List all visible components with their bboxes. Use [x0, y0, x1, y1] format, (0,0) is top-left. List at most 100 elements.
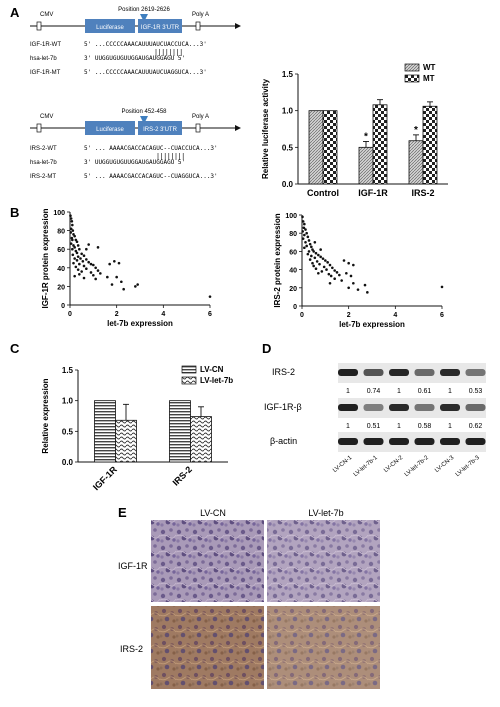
data-point — [134, 285, 137, 288]
data-point — [89, 262, 93, 266]
data-point — [80, 270, 83, 273]
data-point — [69, 227, 73, 231]
data-point — [75, 259, 79, 262]
blot-lane-label: LV-let-7b-1 — [353, 455, 380, 479]
y-tick-label: 100 — [285, 213, 297, 220]
data-point — [322, 265, 326, 269]
data-point — [72, 233, 75, 236]
data-point — [87, 260, 90, 264]
blot-value: 1 — [397, 423, 401, 430]
blot-band — [440, 438, 460, 445]
panel-e-label: E — [118, 505, 127, 520]
data-point — [317, 253, 320, 257]
luciferase-bar-chart: 0.0 0.5 1.0 1.5 Relative luciferase activity… — [261, 63, 448, 198]
data-point — [110, 283, 114, 286]
y-tick-label: 20 — [289, 286, 297, 293]
blot-lane-label: LV-CN-3 — [434, 455, 456, 475]
data-point — [312, 250, 315, 253]
irs-polya-marker — [195, 123, 201, 133]
y-tick-label: 80 — [289, 231, 297, 238]
data-point — [315, 260, 319, 263]
y-tick-label: 0.0 — [62, 458, 74, 467]
data-point — [113, 259, 116, 263]
data-point — [347, 286, 350, 290]
blot-values-irs2: 1 0.74 1 0.61 1 0.53 — [346, 388, 482, 395]
data-point — [356, 288, 360, 291]
data-point — [208, 295, 212, 298]
y-tick-label: 0.0 — [282, 180, 294, 189]
blot-row-label-igf1r: IGF-1R-β — [264, 402, 302, 412]
blot-membrane-irs2 — [338, 363, 486, 383]
irs-position-label: Position 452-458 — [121, 109, 167, 115]
blot-bands-actin — [338, 438, 486, 445]
blot-lane-label: LV-CN-1 — [332, 455, 354, 475]
blot-membrane-actin — [338, 432, 486, 452]
igf-arrow-icon — [235, 23, 241, 29]
blot-value: 0.51 — [367, 423, 381, 430]
data-point — [329, 274, 333, 278]
y-tick-label: 0 — [293, 304, 297, 311]
y-tick-label: 60 — [57, 247, 65, 254]
y-tick-label: 1.5 — [282, 70, 294, 79]
x-tick-label: IGF-1R — [358, 188, 388, 198]
significance-marker: * — [364, 131, 368, 142]
blot-value: 0.58 — [418, 423, 432, 430]
data-point — [69, 217, 73, 220]
igf-wt-seq: 5' ...CCCCCAAACAUUUAUCUACCUCA...3' — [84, 41, 207, 48]
irs-cmv-marker — [36, 123, 42, 133]
blot-band — [363, 438, 384, 445]
blot-band — [465, 438, 486, 445]
x-tick-label: IGF-1R — [91, 464, 119, 492]
data-point — [78, 247, 81, 251]
blot-bands-igf1r — [338, 404, 486, 411]
bar — [308, 110, 324, 185]
y-tick-label: 1.5 — [62, 366, 74, 375]
irs-utr-box — [138, 121, 182, 135]
y-axis-label: Relative expression — [41, 378, 50, 453]
y-tick-label: 40 — [57, 266, 65, 273]
data-point — [327, 272, 331, 276]
irs-wt-name: IRS-2-WT — [30, 146, 57, 152]
data-point — [76, 244, 80, 247]
data-point — [69, 231, 72, 234]
x-tick-label: 2 — [115, 311, 119, 318]
data-point — [335, 271, 339, 274]
data-point — [76, 255, 80, 258]
irs-utr-label: IRS-2 3'UTR — [143, 127, 177, 133]
relative-expression-bar-chart: 0.0 0.5 1.0 1.5 Relative expression IGF-1R IRS… — [41, 365, 233, 492]
irs-mt-seq: 5' ... AAAACGACCACAGUC--CUAGGUCA...3' — [84, 173, 218, 180]
data-point — [306, 235, 310, 239]
data-point — [313, 256, 317, 260]
data-point — [87, 243, 90, 246]
x-tick-label: 0 — [68, 311, 72, 318]
data-point — [319, 255, 322, 259]
bar — [94, 400, 116, 463]
data-point — [308, 242, 312, 246]
irs-construct: Position 452-458 CMV Luciferase IRS-2 3'… — [30, 109, 241, 135]
blot-band — [389, 369, 409, 376]
data-point — [328, 281, 332, 285]
data-point — [301, 237, 305, 240]
data-point — [96, 246, 100, 249]
data-point — [74, 249, 78, 253]
data-point — [310, 245, 313, 249]
data-point — [117, 261, 121, 265]
igf-base-pair-lines — [155, 49, 182, 56]
data-point — [71, 247, 74, 251]
blot-band — [338, 438, 358, 445]
data-point — [71, 223, 74, 227]
data-point — [302, 226, 306, 230]
data-point — [340, 279, 343, 282]
x-tick-label: 6 — [208, 311, 212, 318]
data-point — [71, 238, 74, 242]
data-point — [307, 250, 311, 253]
data-point — [314, 251, 318, 255]
x-tick-label: Control — [307, 188, 339, 198]
data-point — [321, 257, 325, 260]
blot-value: 0.61 — [418, 388, 432, 395]
data-point — [69, 214, 72, 218]
data-point — [325, 268, 328, 271]
x-tick-label: 2 — [347, 312, 351, 319]
blot-band — [440, 369, 460, 376]
